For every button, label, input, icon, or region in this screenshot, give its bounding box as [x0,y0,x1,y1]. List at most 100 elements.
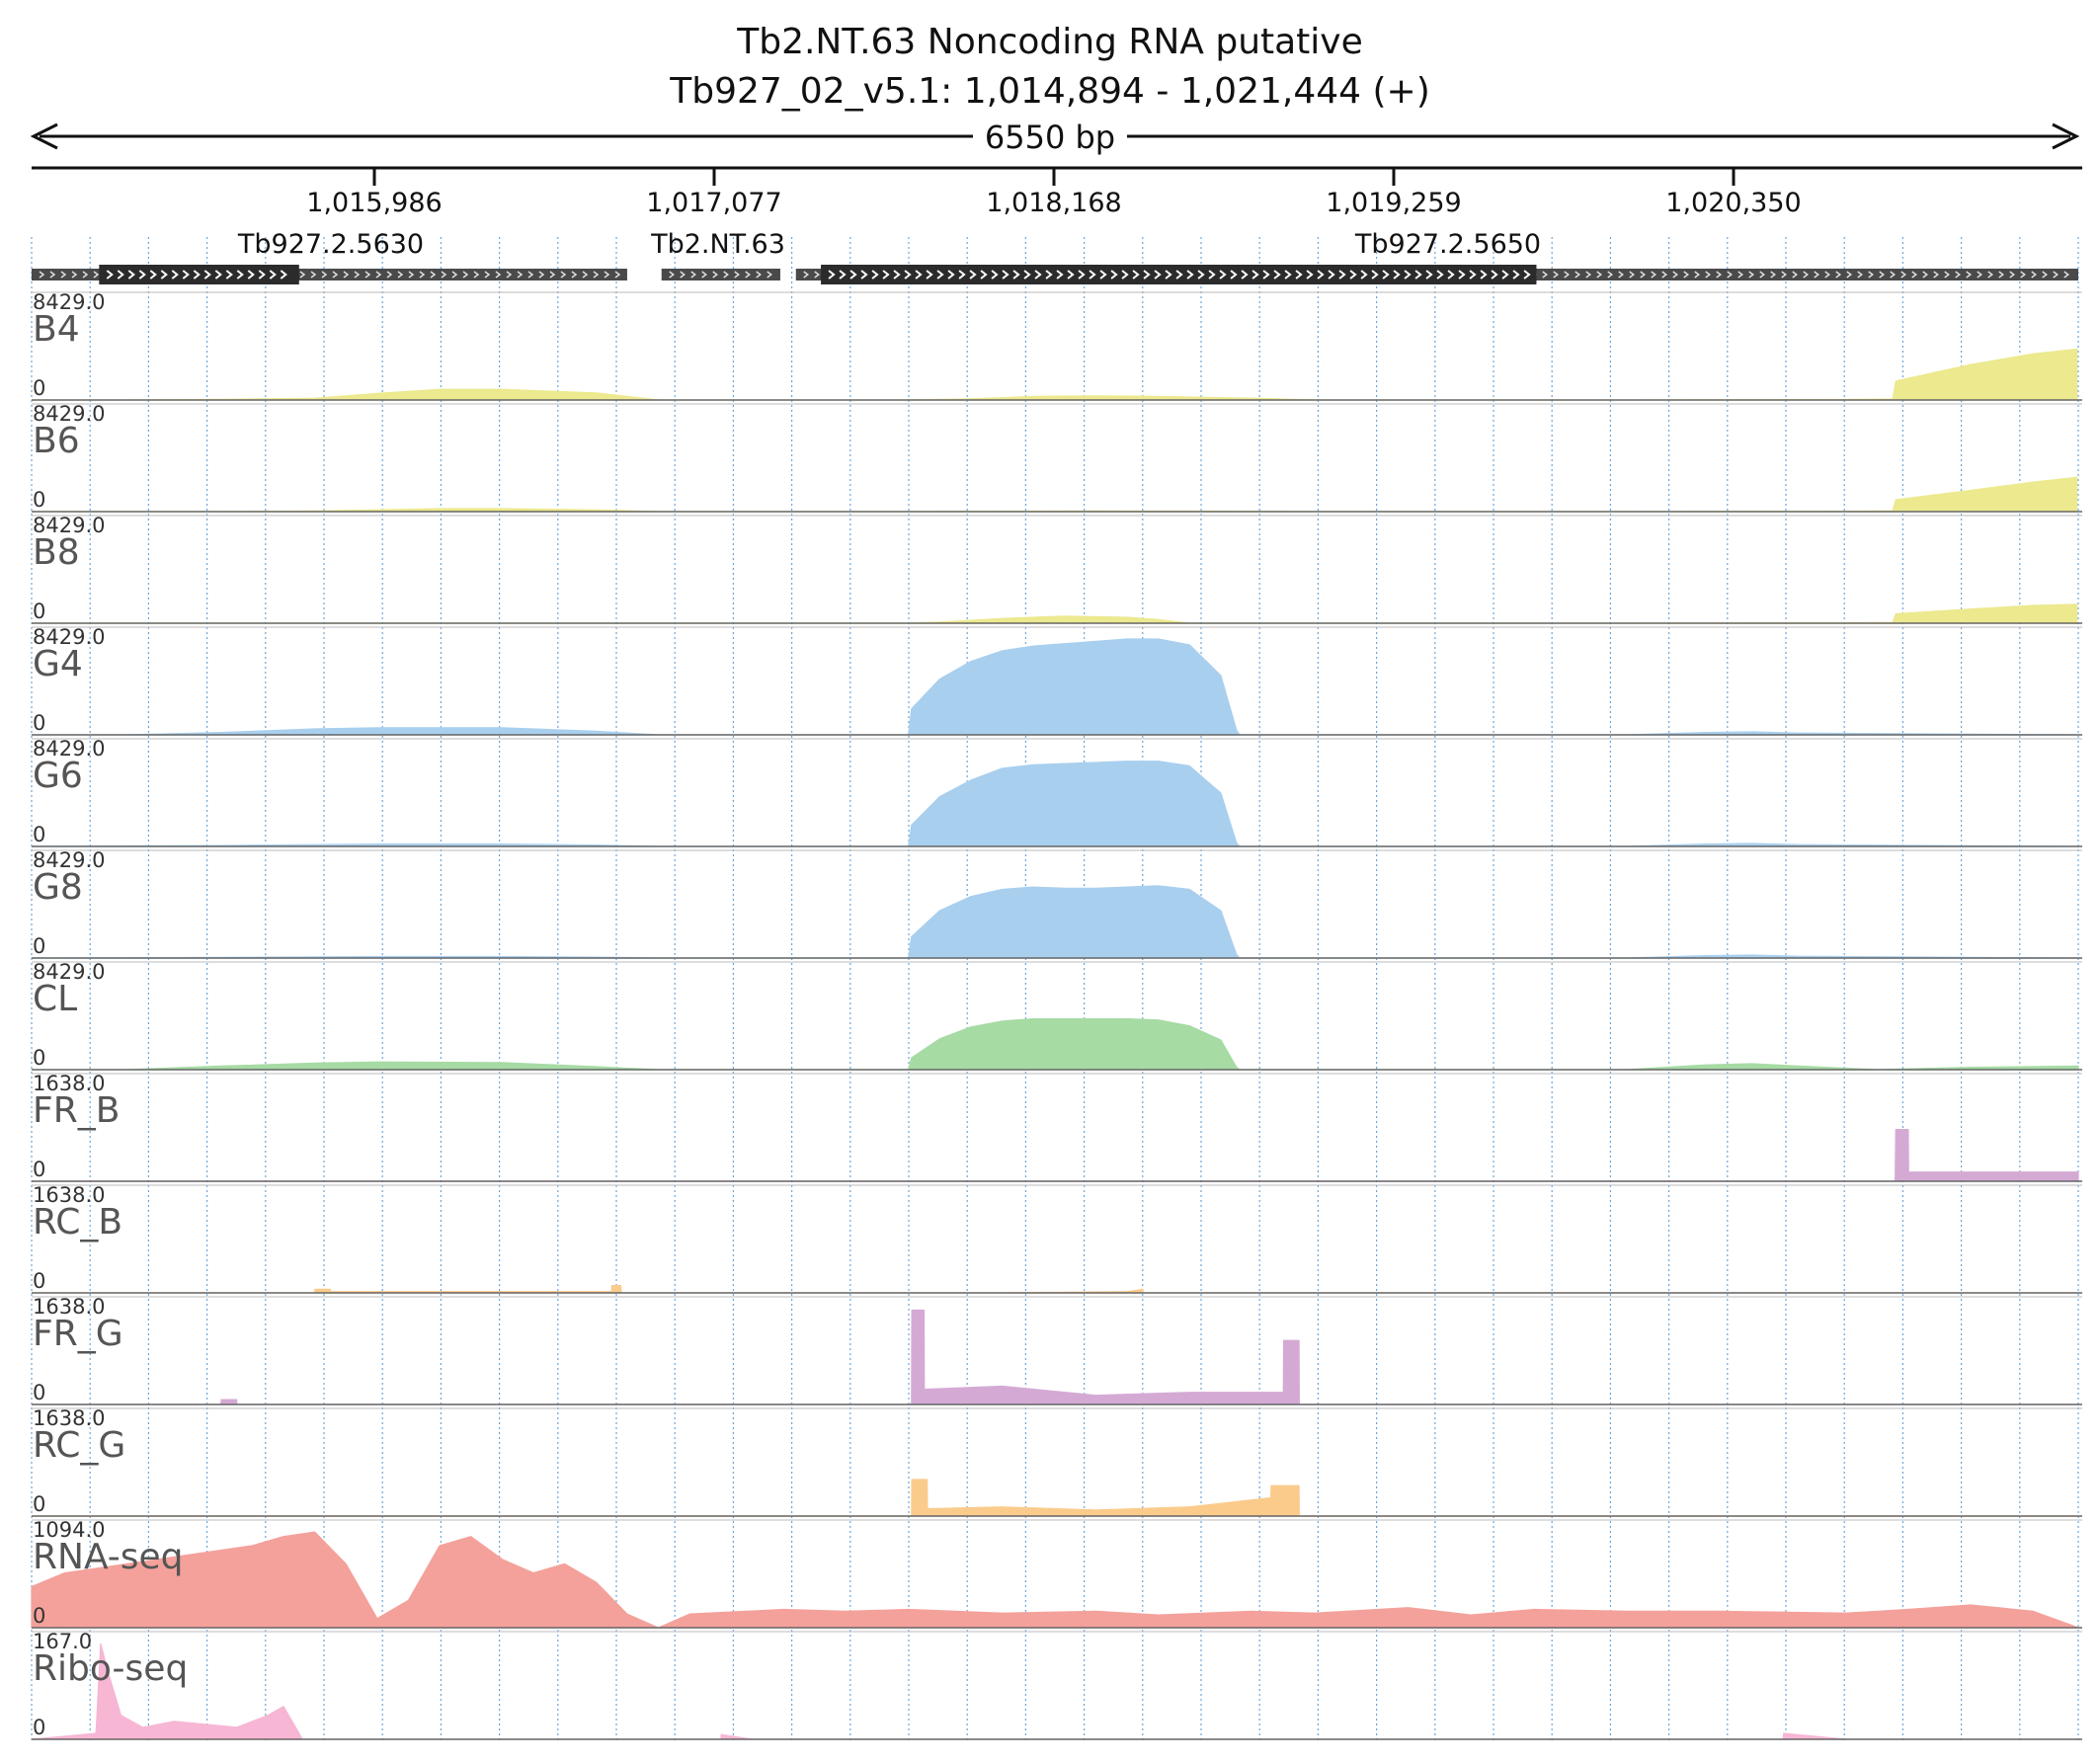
strand-chevron-icon [582,271,589,279]
coverage-tracks [31,291,2082,1740]
strand-chevron-icon [1425,270,1433,280]
strand-chevron-icon [517,271,524,279]
strand-chevron-icon [1716,271,1723,279]
strand-chevron-icon [1672,271,1679,279]
strand-chevron-icon [364,271,371,279]
strand-chevron-icon [593,271,600,279]
strand-chevron-icon [1143,270,1151,280]
strand-chevron-icon [1241,270,1249,280]
track-max-label: 167.0 [33,1630,93,1653]
track-min-label: 0 [33,600,46,623]
strand-chevron-icon [1523,270,1531,280]
strand-chevron-icon [756,271,762,279]
strand-chevron-icon [386,271,393,279]
strand-chevron-icon [1727,271,1734,279]
strand-chevron-icon [1501,270,1509,280]
strand-chevron-icon [1328,270,1335,280]
strand-chevron-icon [1056,270,1064,280]
strand-chevron-icon [926,270,933,280]
strand-chevron-icon [1737,271,1744,279]
strand-chevron-icon [1208,270,1216,280]
gene-label: Tb2.NT.63 [651,229,785,260]
strand-chevron-icon [299,271,306,279]
strand-chevron-icon [1694,271,1701,279]
strand-chevron-icon [280,270,287,280]
strand-chevron-icon [171,270,179,280]
strand-chevron-icon [1553,271,1560,279]
strand-chevron-icon [1803,271,1810,279]
strand-chevron-icon [1360,270,1368,280]
strand-chevron-icon [571,271,578,279]
strand-chevron-icon [1640,271,1647,279]
strand-chevron-icon [1186,270,1194,280]
track-min-label: 0 [33,1158,46,1181]
strand-chevron-icon [441,271,447,279]
strand-chevron-icon [1491,270,1498,280]
strand-chevron-icon [549,271,556,279]
strand-chevron-icon [1078,270,1086,280]
strand-chevron-icon [669,271,675,279]
strand-chevron-icon [1512,270,1520,280]
coverage-area [31,1643,2079,1740]
track-max-label: 8429.0 [33,737,106,761]
strand-chevron-icon [82,271,89,279]
strand-chevron-icon [127,270,135,280]
strand-chevron-icon [1955,271,1962,279]
strand-chevron-icon [893,270,901,280]
coverage-area [31,1309,2079,1405]
strand-chevron-icon [1585,271,1592,279]
strand-chevron-icon [149,270,157,280]
strand-chevron-icon [39,271,45,279]
strand-chevron-icon [343,271,350,279]
strand-chevron-icon [690,271,696,279]
gene-track [32,265,2078,284]
strand-chevron-icon [560,271,567,279]
strand-chevron-icon [258,270,266,280]
strand-chevron-icon [236,270,244,280]
strand-chevron-icon [1317,270,1325,280]
strand-chevron-icon [803,271,810,279]
strand-chevron-icon [1879,271,1886,279]
track-max-label: 8429.0 [33,514,106,537]
strand-chevron-icon [182,270,190,280]
strand-chevron-icon [1596,271,1603,279]
coverage-area [31,348,2078,401]
strand-chevron-icon [117,270,124,280]
strand-chevron-icon [712,271,718,279]
strand-chevron-icon [375,271,382,279]
strand-chevron-icon [1393,270,1401,280]
strand-chevron-icon [1295,270,1303,280]
arrow-right-icon [2052,122,2080,150]
strand-chevron-icon [1012,270,1020,280]
strand-chevron-icon [1792,271,1799,279]
strand-chevron-icon [1414,270,1422,280]
track-min-label: 0 [33,1604,46,1628]
figure-title: Tb2.NT.63 Noncoding RNA putative [737,22,1363,62]
coverage-area [31,1531,2079,1629]
strand-chevron-icon [1089,270,1096,280]
strand-chevron-icon [1404,270,1412,280]
gridlines [31,237,2079,1743]
strand-chevron-icon [723,271,729,279]
strand-chevron-icon [1349,270,1357,280]
strand-chevron-icon [1748,271,1755,279]
strand-chevron-icon [1230,270,1238,280]
strand-chevron-icon [527,271,534,279]
track-min-label: 0 [33,823,46,846]
track-name: B4 [33,309,80,350]
strand-chevron-icon [1922,271,1929,279]
strand-chevron-icon [1154,270,1162,280]
strand-chevron-icon [1998,271,2005,279]
strand-chevron-icon [1306,270,1314,280]
track-max-label: 8429.0 [33,960,106,984]
strand-chevron-icon [1219,270,1227,280]
strand-chevron-icon [1857,271,1864,279]
track-max-label: 1638.0 [33,1295,106,1319]
strand-chevron-icon [1911,271,1918,279]
strand-chevron-icon [767,271,772,279]
arrow-left-icon [30,122,58,150]
coverage-area [31,603,2078,624]
strand-chevron-icon [495,271,502,279]
